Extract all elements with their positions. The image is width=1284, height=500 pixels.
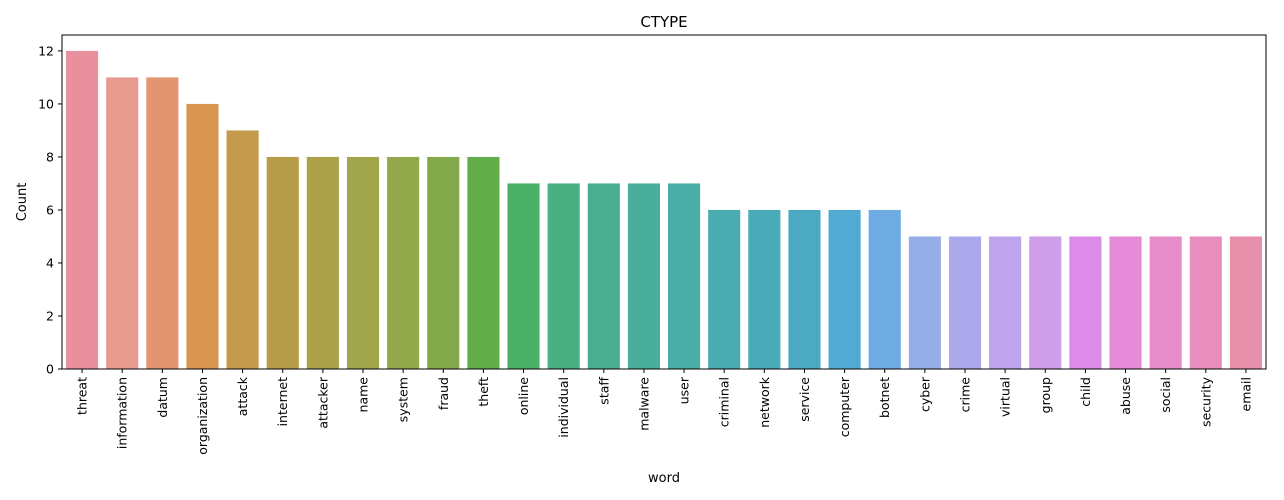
- y-tick-label: 2: [46, 308, 54, 323]
- bar-service: [788, 209, 821, 369]
- bar-criminal: [708, 209, 741, 369]
- bar-botnet: [868, 209, 901, 369]
- bar-security: [1189, 236, 1222, 369]
- y-tick-label: 0: [46, 362, 54, 377]
- x-tick-label-fraud: fraud: [436, 377, 451, 410]
- y-tick-label: 8: [46, 149, 54, 164]
- x-tick-label-virtual: virtual: [998, 377, 1013, 417]
- y-axis-label: Count: [15, 183, 30, 222]
- x-tick-label-staff: staff: [596, 377, 611, 405]
- x-tick-label-abuse: abuse: [1118, 377, 1133, 415]
- bar-theft: [467, 156, 500, 369]
- x-tick-label-criminal: criminal: [717, 377, 732, 427]
- x-axis: threat information datum organization attack…: [75, 369, 1253, 455]
- x-tick-label-malware: malware: [636, 377, 651, 431]
- bar-crime: [948, 236, 982, 369]
- x-tick-label-threat: threat: [75, 377, 90, 415]
- bar-system: [387, 156, 420, 369]
- x-tick-label-name: name: [356, 377, 371, 413]
- bar-cyber: [908, 236, 941, 369]
- bar-fraud: [427, 156, 460, 369]
- bar-computer: [828, 209, 861, 369]
- bar-threat: [66, 50, 99, 370]
- x-axis-label: word: [648, 471, 680, 486]
- bars-group: [66, 50, 1262, 370]
- x-tick-label-crime: crime: [958, 377, 973, 413]
- x-tick-label-cyber: cyber: [917, 376, 932, 412]
- bar-datum: [146, 77, 179, 369]
- x-tick-label-attack: attack: [235, 376, 250, 416]
- x-tick-label-network: network: [757, 376, 772, 428]
- bar-internet: [266, 156, 299, 369]
- x-tick-label-computer: computer: [837, 376, 852, 437]
- y-tick-label: 6: [46, 202, 54, 217]
- x-tick-label-email: email: [1238, 377, 1253, 411]
- bar-child: [1069, 236, 1102, 369]
- y-tick-label: 4: [46, 255, 54, 270]
- bar-network: [748, 209, 781, 369]
- x-tick-label-attacker: attacker: [315, 376, 330, 428]
- x-tick-label-individual: individual: [556, 377, 571, 438]
- bar-organization: [186, 103, 219, 370]
- x-tick-label-service: service: [797, 377, 812, 422]
- bar-online: [507, 183, 540, 369]
- chart-title: CTYPE: [640, 13, 687, 31]
- x-tick-label-theft: theft: [476, 377, 491, 407]
- x-tick-label-information: information: [115, 377, 130, 449]
- x-tick-label-social: social: [1158, 377, 1173, 413]
- bar-virtual: [989, 236, 1022, 369]
- x-tick-label-botnet: botnet: [877, 377, 892, 418]
- bar-individual: [547, 183, 580, 369]
- y-tick-label: 12: [38, 43, 54, 58]
- bar-group: [1029, 236, 1062, 369]
- x-tick-label-security: security: [1198, 376, 1213, 427]
- bar-malware: [627, 183, 660, 369]
- y-tick-label: 10: [38, 96, 54, 111]
- bar-abuse: [1109, 236, 1142, 369]
- x-tick-label-user: user: [677, 376, 692, 404]
- bar-user: [668, 183, 701, 369]
- x-tick-label-organization: organization: [195, 377, 210, 455]
- bar-attacker: [306, 156, 339, 369]
- bar-email: [1229, 236, 1262, 369]
- bar-information: [106, 77, 139, 369]
- plot-frame: [61, 34, 1267, 370]
- x-tick-label-datum: datum: [155, 377, 170, 418]
- bar-name: [346, 156, 380, 369]
- y-axis: 0 2 4 6 8 10 12: [38, 43, 62, 377]
- bar-attack: [226, 130, 259, 369]
- x-tick-label-internet: internet: [275, 377, 290, 427]
- x-tick-label-child: child: [1078, 377, 1093, 407]
- x-tick-label-group: group: [1038, 377, 1053, 413]
- bar-social: [1149, 236, 1182, 369]
- x-tick-label-online: online: [516, 377, 531, 415]
- x-tick-label-system: system: [396, 377, 411, 422]
- bar-staff: [587, 183, 620, 369]
